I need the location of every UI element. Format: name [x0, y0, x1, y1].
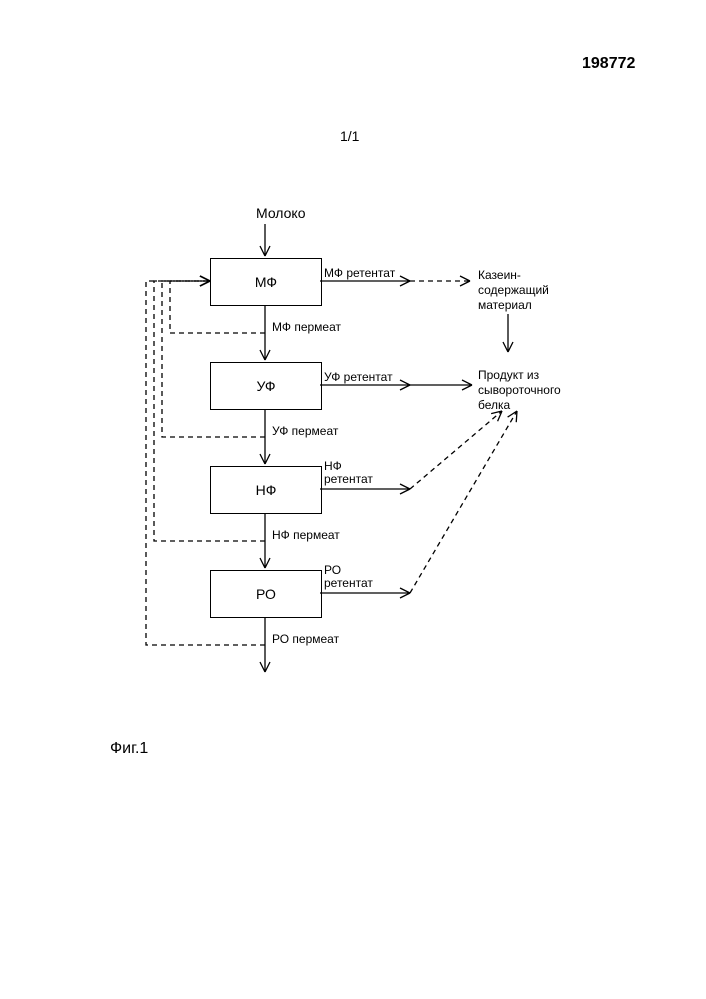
arrows-svg: [0, 0, 706, 999]
page: 198772 1/1 Молоко МФ УФ НФ РО МФ ретента…: [0, 0, 706, 999]
